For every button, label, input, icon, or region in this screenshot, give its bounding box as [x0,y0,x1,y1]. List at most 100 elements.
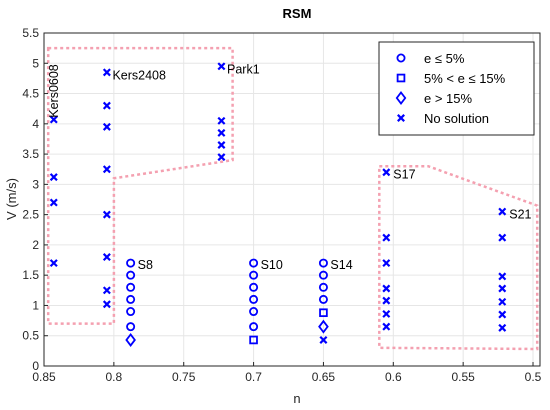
legend: e ≤ 5% 5% < e ≤ 15% e > 15% No solution [378,41,535,136]
x-marker [102,165,111,174]
x-marker [498,207,507,216]
data-markers [49,62,507,347]
x-marker [102,101,111,110]
circle-marker [249,307,259,317]
x-marker [49,115,58,124]
diamond-marker [125,332,136,347]
circle-marker [126,282,136,292]
x-marker [382,284,391,293]
y-tick-label: 2.5 [22,208,39,222]
annotation-label: Park1 [227,62,260,76]
x-tick-label: 0.6 [385,370,402,384]
circle-marker [249,322,259,332]
x-marker [498,310,507,319]
x-tick-label: 0.85 [32,370,56,384]
highlight-regions [46,46,539,351]
x-marker [498,323,507,332]
x-marker [102,286,111,295]
diamond-marker [318,319,329,334]
x-marker [102,210,111,219]
x-marker [217,116,226,125]
x-marker [217,141,226,149]
x-marker [49,198,58,207]
circle-marker [249,282,259,292]
annotation-label: S8 [138,258,153,272]
annotation-label: Kers2408 [112,68,166,82]
legend-circle-marker [396,53,406,63]
y-axis-ticks: 0 0.5 1 1.5 2 2.5 3 3.5 4 4.5 5 5.5 [22,26,48,373]
x-marker [382,168,391,177]
annotation-label: Kers0608 [47,64,61,118]
y-tick-label: 3 [32,177,39,191]
circle-marker [249,294,259,304]
x-marker [382,259,391,268]
x-marker [102,68,111,77]
circle-marker [126,307,136,317]
circle-marker [318,282,328,292]
x-marker [217,128,226,137]
x-axis-label: n [293,391,300,406]
circle-marker [318,258,328,268]
x-marker [102,300,111,309]
circle-marker [126,322,136,332]
annotation-label: S10 [261,258,283,272]
legend-entry-label: e ≤ 5% [424,51,465,66]
x-marker [498,297,507,306]
circle-marker [126,258,136,268]
point-annotations: Kers0608 Kers2408 Park1 S8 S10 S14 S17 S21 [47,62,532,272]
x-marker [102,122,111,131]
y-tick-label: 3.5 [22,147,39,161]
x-marker [382,296,391,305]
x-tick-label: 0.65 [312,370,336,384]
x-marker [102,253,111,261]
x-axis-ticks: 0.85 0.8 0.75 0.7 0.65 0.6 0.55 0.5 [32,362,542,384]
x-tick-label: 0.8 [106,370,123,384]
annotation-label: S17 [393,168,415,182]
y-tick-label: 0.5 [22,329,39,343]
y-tick-label: 4 [32,117,39,131]
legend-square-marker [396,73,406,83]
legend-entry-label: 5% < e ≤ 15% [424,71,506,86]
legend-diamond-marker [395,91,407,105]
y-tick-label: 1 [32,298,39,312]
x-tick-label: 0.5 [525,370,542,384]
x-marker [319,335,328,344]
y-tick-label: 5 [32,56,39,70]
chart-title: RSM [283,6,312,21]
x-marker [498,284,507,293]
y-tick-label: 4.5 [22,87,39,101]
region-kers-park [46,46,234,325]
x-marker [498,272,507,281]
y-axis-label: V (m/s) [4,178,19,220]
x-marker [49,173,58,182]
x-marker [217,153,226,162]
annotation-label: S14 [330,258,352,272]
circle-marker [249,270,259,280]
x-tick-label: 0.55 [451,370,475,384]
x-marker [382,322,391,331]
circle-marker [126,270,136,280]
x-tick-label: 0.75 [172,370,196,384]
y-tick-label: 0 [32,359,39,373]
x-marker [382,309,391,318]
region-s17-s21 [378,164,539,351]
legend-entry-label: e > 15% [424,91,473,106]
square-marker [249,335,258,345]
y-tick-label: 2 [32,238,39,252]
legend-entry-label: No solution [424,111,489,126]
square-marker [319,308,328,318]
legend-x-marker [397,114,405,122]
circle-marker [249,258,259,268]
circle-marker [318,294,328,304]
plot-frame [43,32,541,367]
circle-marker [318,270,328,280]
y-tick-label: 5.5 [22,26,39,40]
x-marker [49,259,58,268]
x-marker [217,62,226,71]
x-marker [382,233,391,242]
circle-marker [126,294,136,304]
x-marker [498,233,507,242]
x-tick-label: 0.7 [245,370,262,384]
annotation-label: S21 [509,208,531,222]
